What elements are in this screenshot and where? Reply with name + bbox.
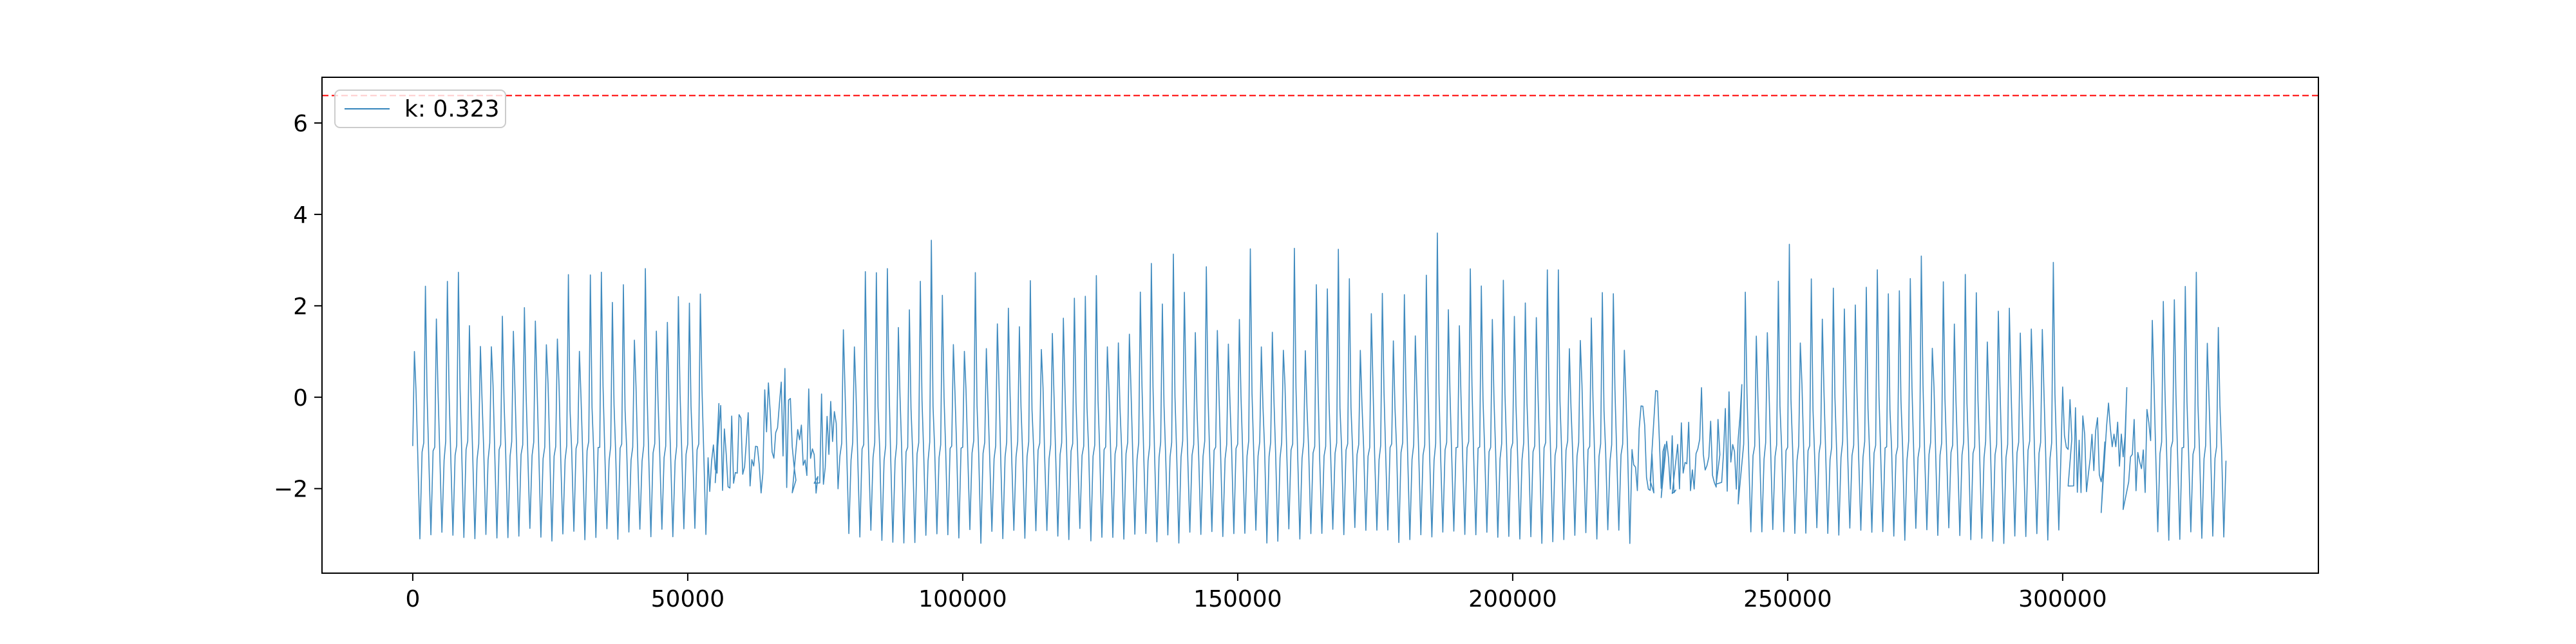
x-tick-label: 150000	[1193, 586, 1282, 612]
x-tick-label: 200000	[1468, 586, 1557, 612]
legend-label: k: 0.323	[404, 96, 499, 122]
y-tick-label: −2	[274, 477, 308, 503]
x-tick-label: 250000	[1743, 586, 1832, 612]
y-tick-label: 4	[293, 202, 308, 229]
x-tick-label: 50000	[651, 586, 725, 612]
x-tick-label: 100000	[918, 586, 1007, 612]
y-tick-label: 0	[293, 385, 308, 412]
series-layer	[412, 232, 2227, 544]
legend-box	[334, 90, 506, 128]
y-tick-label: 2	[293, 294, 308, 320]
plot-area-background	[322, 77, 2318, 573]
y-axis: −2 0 2 4 6	[274, 111, 322, 503]
plot-frame	[321, 77, 2319, 574]
y-tick-label: 6	[293, 111, 308, 137]
series-line	[412, 232, 2227, 544]
x-tick-label: 300000	[2018, 586, 2107, 612]
x-axis: 0 50000 100000 150000 200000 250000 300000	[405, 573, 2107, 612]
x-tick-label: 0	[405, 586, 420, 612]
legend: k: 0.323	[334, 90, 506, 128]
